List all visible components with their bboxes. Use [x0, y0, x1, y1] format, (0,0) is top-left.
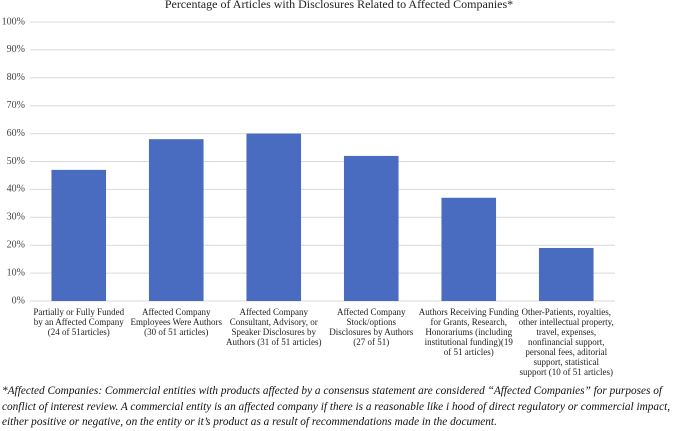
y-tick-label: 90% — [7, 44, 25, 55]
y-tick-label: 80% — [7, 72, 25, 83]
bar — [343, 155, 399, 301]
bar — [51, 169, 107, 301]
y-tick-label: 10% — [7, 267, 25, 278]
x-tick-label: Partially or Fully Funded by an Affected… — [33, 307, 125, 337]
y-tick-label: 40% — [7, 184, 25, 195]
y-tick-label: 0% — [12, 295, 25, 306]
bar — [538, 247, 594, 301]
y-tick-label: 20% — [7, 239, 25, 250]
y-tick-label: 100% — [2, 16, 25, 27]
x-tick-label: Affected Company Employees Were Authors … — [130, 307, 223, 337]
x-tick-label: Affected Company Consultant, Advisory, o… — [226, 307, 322, 347]
bar — [148, 139, 204, 301]
x-tick-label: Other-Patients, royalties, other intelle… — [518, 307, 614, 377]
x-tick-label: Authors Receiving Funding for Grants, Re… — [418, 307, 519, 357]
y-tick-label: 70% — [7, 100, 25, 111]
bar — [441, 197, 497, 301]
y-tick-label: 30% — [7, 212, 25, 223]
chart-title: Percentage of Articles with Disclosures … — [164, 0, 514, 11]
bar — [246, 133, 302, 301]
y-tick-label: 60% — [7, 128, 25, 139]
x-tick-label: Affected Company Stock/options Disclosur… — [329, 307, 414, 347]
y-tick-label: 50% — [7, 156, 25, 167]
footnote: *Affected Companies: Commercial entities… — [2, 385, 671, 428]
